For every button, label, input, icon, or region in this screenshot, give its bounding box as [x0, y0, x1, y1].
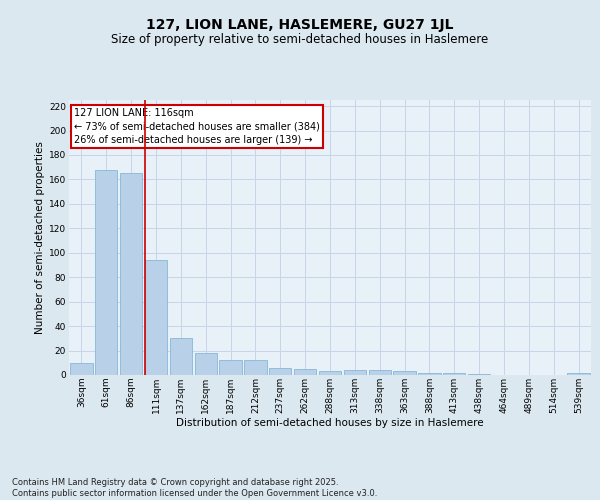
Y-axis label: Number of semi-detached properties: Number of semi-detached properties — [35, 141, 45, 334]
Text: Contains HM Land Registry data © Crown copyright and database right 2025.
Contai: Contains HM Land Registry data © Crown c… — [12, 478, 377, 498]
Bar — [368, 370, 391, 375]
Bar — [70, 363, 92, 375]
Text: 127 LION LANE: 116sqm
← 73% of semi-detached houses are smaller (384)
26% of sem: 127 LION LANE: 116sqm ← 73% of semi-deta… — [74, 108, 320, 144]
Text: Size of property relative to semi-detached houses in Haslemere: Size of property relative to semi-detach… — [112, 32, 488, 46]
Bar — [568, 372, 590, 375]
Bar — [319, 372, 341, 375]
X-axis label: Distribution of semi-detached houses by size in Haslemere: Distribution of semi-detached houses by … — [176, 418, 484, 428]
Bar — [220, 360, 242, 375]
Bar — [443, 372, 466, 375]
Text: 127, LION LANE, HASLEMERE, GU27 1JL: 127, LION LANE, HASLEMERE, GU27 1JL — [146, 18, 454, 32]
Bar — [194, 353, 217, 375]
Bar — [418, 372, 440, 375]
Bar — [170, 338, 192, 375]
Bar — [95, 170, 118, 375]
Bar — [294, 369, 316, 375]
Bar — [394, 372, 416, 375]
Bar — [145, 260, 167, 375]
Bar — [120, 174, 142, 375]
Bar — [468, 374, 490, 375]
Bar — [344, 370, 366, 375]
Bar — [269, 368, 292, 375]
Bar — [244, 360, 266, 375]
